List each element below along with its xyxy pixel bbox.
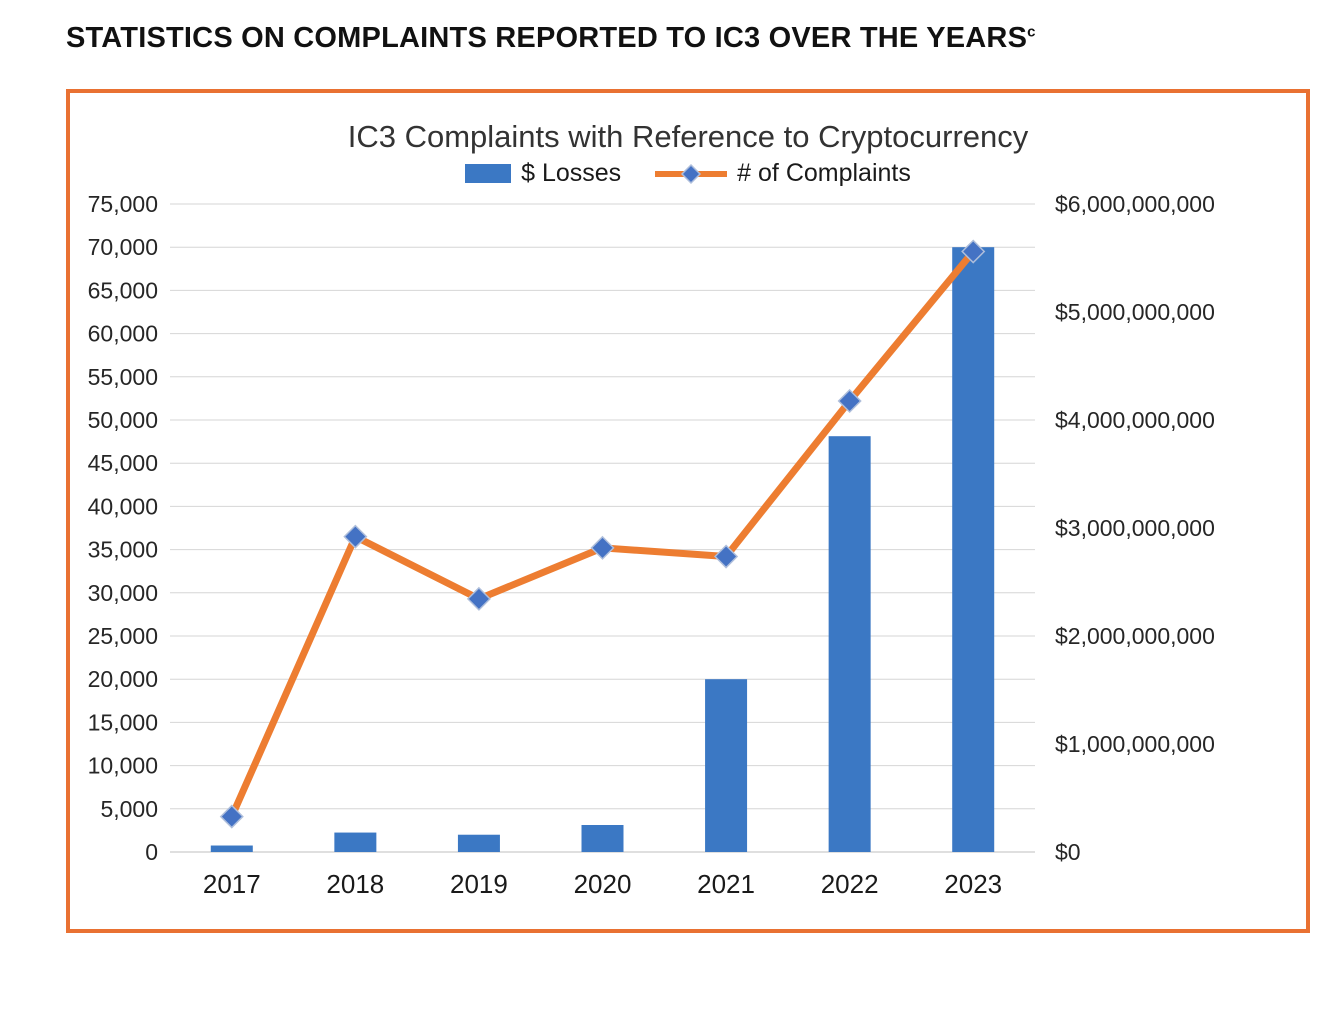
right-axis-label: $3,000,000,000 bbox=[1055, 515, 1215, 541]
gridlines bbox=[170, 203, 1035, 853]
left-axis-label: 15,000 bbox=[88, 709, 158, 735]
line-marker-icon bbox=[466, 586, 491, 611]
bar bbox=[210, 845, 253, 852]
left-axis-tick-labels: 0 5,000 10,000 15,000 20,000 25,000 30,000 35,0… bbox=[88, 191, 158, 865]
line-marker-icon bbox=[837, 388, 862, 414]
legend-item-complaints: # of Complaints bbox=[655, 159, 911, 188]
left-axis-label: 40,000 bbox=[88, 493, 158, 519]
left-axis-label: 20,000 bbox=[88, 666, 158, 692]
bar bbox=[828, 436, 871, 852]
page-title: STATISTICS ON COMPLAINTS REPORTED TO IC3… bbox=[66, 22, 1342, 55]
x-axis-label: 2020 bbox=[574, 869, 632, 899]
x-axis-label: 2019 bbox=[450, 869, 508, 899]
page-title-superscript: c bbox=[1027, 23, 1036, 41]
right-axis-label: $5,000,000,000 bbox=[1055, 299, 1215, 325]
right-axis-label: $0 bbox=[1055, 839, 1081, 865]
bar bbox=[334, 832, 377, 852]
left-axis-label: 0 bbox=[145, 839, 158, 865]
left-axis-label: 60,000 bbox=[88, 321, 158, 347]
x-axis-label: 2021 bbox=[697, 869, 755, 899]
right-axis-label: $4,000,000,000 bbox=[1055, 407, 1215, 433]
left-axis-label: 75,000 bbox=[88, 191, 158, 217]
right-axis-label: $2,000,000,000 bbox=[1055, 623, 1215, 649]
line-marker-icon bbox=[343, 524, 368, 549]
line-marker-icon bbox=[219, 804, 244, 829]
legend-item-losses: $ Losses bbox=[465, 159, 621, 188]
left-axis-label: 65,000 bbox=[88, 277, 158, 303]
chart-container: IC3 Complaints with Reference to Cryptoc… bbox=[66, 89, 1310, 933]
complaints-markers bbox=[219, 239, 986, 829]
right-axis-label: $1,000,000,000 bbox=[1055, 731, 1215, 757]
losses-bars bbox=[210, 247, 995, 852]
x-axis-label: 2022 bbox=[821, 869, 879, 899]
legend-label-complaints: # of Complaints bbox=[737, 159, 911, 187]
left-axis-label: 30,000 bbox=[88, 580, 158, 606]
left-axis-label: 45,000 bbox=[88, 450, 158, 476]
bar bbox=[581, 825, 624, 852]
right-axis-tick-labels: $0 $1,000,000,000 $2,000,000,000 $3,000,000… bbox=[1055, 191, 1215, 865]
x-axis-label: 2023 bbox=[944, 869, 1002, 899]
chart-plot-area: 0 5,000 10,000 15,000 20,000 25,000 30,000 35,0… bbox=[88, 191, 1215, 899]
line-marker-icon bbox=[714, 544, 739, 569]
left-axis-label: 50,000 bbox=[88, 407, 158, 433]
line-marker-icon bbox=[961, 239, 986, 264]
losses-swatch-icon bbox=[465, 164, 512, 183]
left-axis-label: 25,000 bbox=[88, 623, 158, 649]
complaints-line-icon bbox=[655, 163, 728, 184]
left-axis-label: 55,000 bbox=[88, 364, 158, 390]
chart-title: IC3 Complaints with Reference to Cryptoc… bbox=[347, 119, 1029, 154]
left-axis-label: 5,000 bbox=[100, 796, 158, 822]
bar bbox=[457, 834, 500, 852]
x-axis-label: 2017 bbox=[203, 869, 261, 899]
bar bbox=[705, 679, 748, 852]
left-axis-label: 10,000 bbox=[88, 753, 158, 779]
left-axis-label: 35,000 bbox=[88, 537, 158, 563]
right-axis-label: $6,000,000,000 bbox=[1055, 191, 1215, 217]
page-title-text: STATISTICS ON COMPLAINTS REPORTED TO IC3… bbox=[66, 22, 1028, 54]
bar bbox=[952, 247, 995, 852]
x-axis-labels: 2017 2018 2019 2020 2021 2022 2023 bbox=[203, 869, 1002, 899]
line-marker-icon bbox=[590, 535, 615, 560]
legend-label-losses: $ Losses bbox=[521, 159, 622, 187]
x-axis-label: 2018 bbox=[326, 869, 384, 899]
left-axis-label: 70,000 bbox=[88, 234, 158, 260]
chart-legend: $ Losses # of Complaints bbox=[70, 159, 1306, 188]
